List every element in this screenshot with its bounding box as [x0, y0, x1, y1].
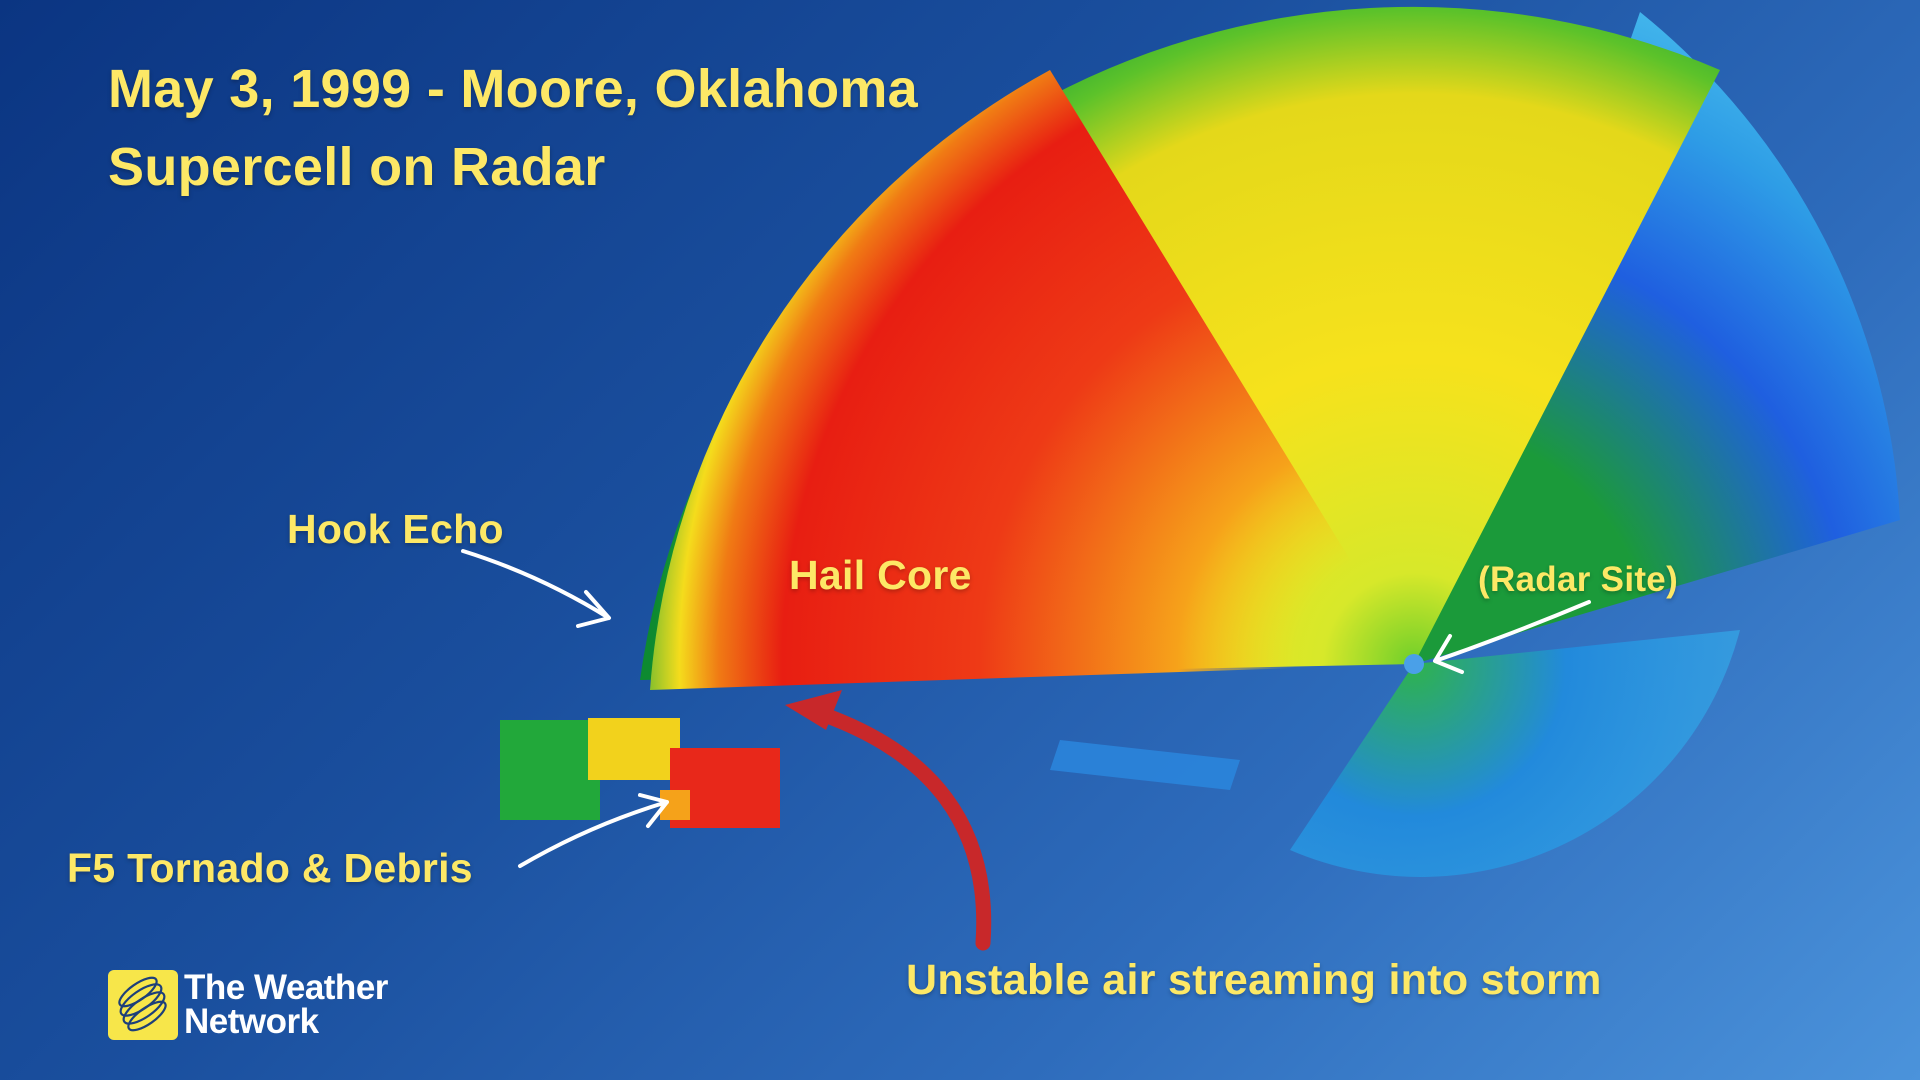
inflow-arrow [802, 702, 992, 951]
logo-text-line-1: The Weather [184, 968, 388, 1007]
radar-site-marker [1404, 654, 1424, 674]
the-weather-network-logo: The Weather Network [108, 970, 388, 1040]
radar-site-arrow [1433, 600, 1591, 674]
radar-scatter-south [1050, 740, 1240, 790]
radar-site-label: (Radar Site) [1478, 560, 1679, 599]
radar-scatter-southeast [1290, 630, 1740, 877]
radar-blue-sector [1414, 12, 1900, 664]
tornado-arrow [518, 793, 669, 868]
hook-green-blob [500, 720, 600, 820]
hook-echo-label: Hook Echo [287, 506, 504, 552]
inflow-arrowhead [785, 690, 842, 730]
tornado-label: F5 Tornado & Debris [67, 845, 473, 891]
hook-yellow-blob [588, 718, 680, 780]
hail-core-label: Hail Core [789, 552, 972, 598]
logo-text-line-2: Network [184, 1002, 319, 1041]
radar-hail-core-region [650, 70, 1414, 690]
title-line-2: Supercell on Radar [108, 137, 606, 197]
hook-echo-arrow [461, 549, 611, 628]
globe-swirl-icon [108, 970, 178, 1040]
title-line-1: May 3, 1999 - Moore, Oklahoma [108, 59, 918, 119]
inflow-label: Unstable air streaming into storm [906, 956, 1602, 1004]
